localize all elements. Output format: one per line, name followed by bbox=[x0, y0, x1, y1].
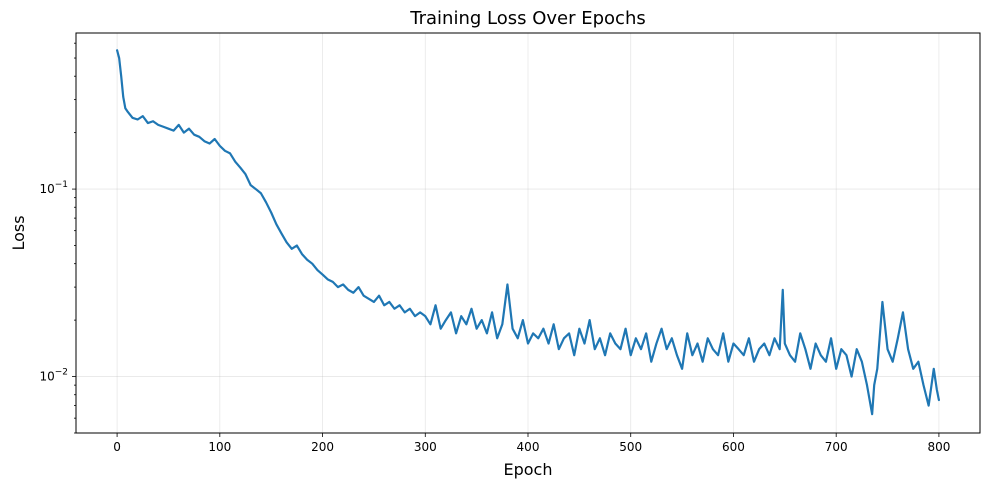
x-tick-label: 200 bbox=[311, 440, 334, 454]
x-tick-label: 300 bbox=[414, 440, 437, 454]
grid-lines bbox=[76, 33, 980, 433]
x-axis-label: Epoch bbox=[504, 460, 553, 479]
y-tick-label: 10−1 bbox=[39, 180, 68, 196]
x-tick-label: 700 bbox=[825, 440, 848, 454]
y-tick-label: 10−2 bbox=[39, 368, 68, 384]
x-tick-label: 600 bbox=[722, 440, 745, 454]
x-tick-label: 800 bbox=[927, 440, 950, 454]
axis-ticks: 0 100 200 300 400 500 600 700 800 10−1 10−2 bbox=[39, 42, 950, 454]
x-tick-label: 500 bbox=[619, 440, 642, 454]
data-layer bbox=[115, 49, 941, 416]
x-tick-label: 400 bbox=[517, 440, 540, 454]
chart-title: Training Loss Over Epochs bbox=[409, 8, 645, 29]
x-tick-label: 0 bbox=[113, 440, 121, 454]
y-axis-label: Loss bbox=[9, 215, 28, 250]
loss-series-line bbox=[115, 49, 941, 416]
x-tick-label: 100 bbox=[208, 440, 231, 454]
